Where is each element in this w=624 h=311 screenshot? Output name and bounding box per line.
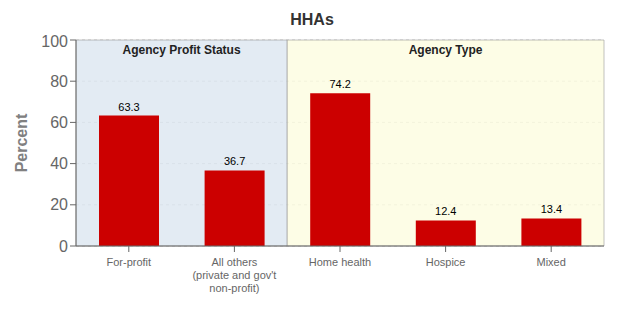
svg-text:Mixed: Mixed — [537, 256, 566, 268]
svg-text:74.2: 74.2 — [329, 78, 350, 90]
svg-text:Agency Profit Status: Agency Profit Status — [123, 43, 241, 57]
svg-text:0: 0 — [59, 238, 68, 255]
svg-text:63.3: 63.3 — [118, 101, 139, 113]
svg-text:For-profit: For-profit — [106, 256, 151, 268]
svg-text:All others(private and gov'tno: All others(private and gov'tnon-profit) — [192, 256, 276, 294]
svg-text:Percent: Percent — [13, 113, 30, 172]
svg-text:80: 80 — [50, 73, 68, 90]
svg-text:Agency Type: Agency Type — [409, 43, 483, 57]
svg-text:Hospice: Hospice — [426, 256, 466, 268]
svg-text:20: 20 — [50, 196, 68, 213]
html-text:HHAs: HHAs — [290, 11, 334, 28]
svg-text:36.7: 36.7 — [224, 155, 245, 167]
svg-text:12.4: 12.4 — [435, 205, 456, 217]
svg-text:Home health: Home health — [309, 256, 371, 268]
svg-text:40: 40 — [50, 155, 68, 172]
svg-text:60: 60 — [50, 114, 68, 131]
svg-text:13.4: 13.4 — [541, 203, 562, 215]
svg-text:100: 100 — [41, 33, 68, 50]
